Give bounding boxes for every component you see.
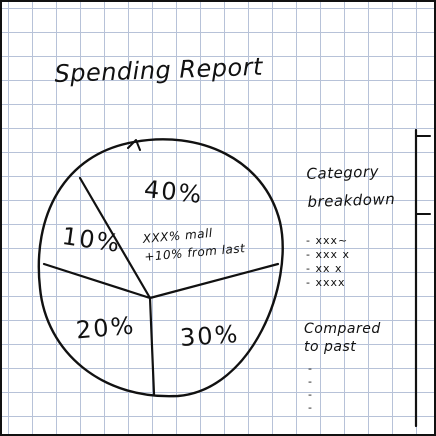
pie-divider-left xyxy=(42,262,152,300)
category-heading-line-2: breakdown xyxy=(307,189,396,211)
scrollbar-handle[interactable] xyxy=(415,135,431,215)
pie-slice-label-20: 20% xyxy=(74,311,137,345)
list-item[interactable]: - xyxy=(308,362,313,375)
pie-slice-label-30: 30% xyxy=(179,319,241,353)
list-item[interactable]: - xyxy=(308,375,313,388)
pie-divider-right xyxy=(148,262,280,300)
list-item[interactable]: - xxxx xyxy=(306,276,346,289)
compared-heading-line-1: Compared xyxy=(304,321,381,337)
pie-outline[interactable] xyxy=(37,138,284,398)
category-breakdown-heading: Category breakdown xyxy=(306,156,418,216)
list-item[interactable]: - xxx~ xyxy=(306,234,349,247)
compared-to-past-heading: Compared to past xyxy=(304,320,414,356)
list-item[interactable]: - xxx x xyxy=(306,248,351,261)
compared-list: - - - - xyxy=(308,362,312,414)
pie-divider-bottom xyxy=(148,296,156,396)
pie-top-tick xyxy=(127,139,141,151)
compared-heading-line-2: to past xyxy=(304,339,357,355)
pie-divider-top xyxy=(78,176,152,300)
category-heading-line-1: Category xyxy=(306,162,380,183)
category-list: - xxx~ - xxx x - xx x - xxxx xyxy=(306,234,350,290)
list-item[interactable]: - xyxy=(308,401,313,414)
list-item[interactable]: - xx x xyxy=(306,262,343,275)
list-item[interactable]: - xyxy=(308,388,313,401)
